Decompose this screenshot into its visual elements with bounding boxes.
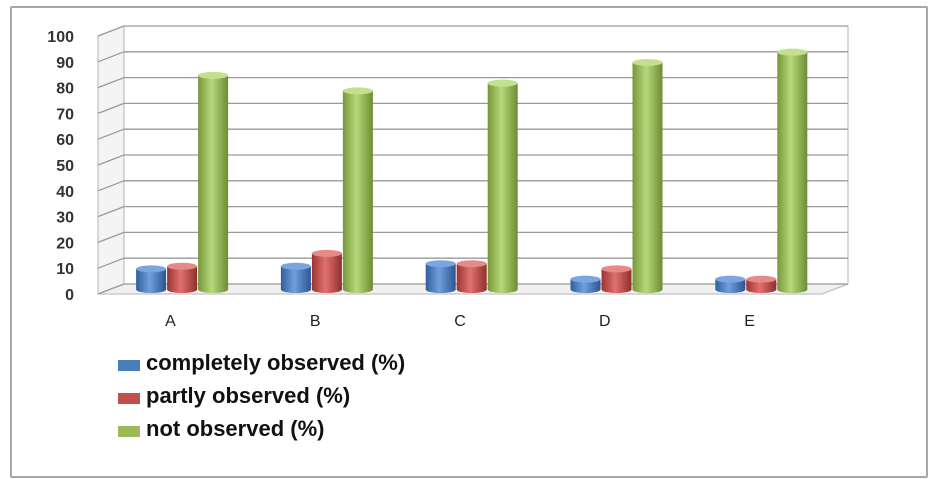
bar [280,262,311,293]
gridline-side [97,283,125,295]
bar [342,87,373,293]
gridline-side [97,25,125,37]
bar-cap [425,260,456,268]
bar-cap [311,249,342,257]
x-tick-label: E [744,313,755,330]
bar-body [198,75,229,293]
y-tick-label: 10 [56,261,74,278]
x-tick-label: C [454,313,466,330]
bar-body [487,83,518,293]
bar [601,265,632,293]
bar-body [311,253,342,293]
legend-item-not-observed: not observed (%) [118,412,405,445]
bar [715,275,746,293]
legend: completely observed (%) partly observed … [118,346,405,445]
bar [456,260,487,293]
bar-body [632,62,663,294]
legend-swatch-partly-observed [118,393,140,404]
bar-cap [632,58,663,66]
bar-body [777,52,808,293]
x-tick-label: B [310,313,321,330]
bar [167,262,198,293]
bar-body [136,268,167,293]
y-tick-label: 30 [56,210,74,227]
bar-body [570,279,601,293]
gridline-side [97,180,125,192]
gridline-side [97,51,125,63]
bar-cap [777,48,808,56]
gridline-side [97,76,125,89]
legend-label-partly-observed: partly observed (%) [146,382,351,408]
legend-item-partly-observed: partly observed (%) [118,379,405,412]
bar-cap [342,87,373,95]
y-tick-label: 60 [56,132,74,149]
x-tick-label: D [599,313,611,330]
bar-body [280,266,311,293]
gridline-side [97,205,125,218]
bar-body [746,279,777,293]
gridline-side [97,154,125,166]
gridline-side [97,128,125,140]
y-tick-label: 40 [56,184,74,201]
bar-cap [715,275,746,283]
bar [487,79,518,293]
gridlines [97,25,848,295]
bar-cap [456,260,487,268]
gridline-side [97,231,125,244]
legend-swatch-completely-observed [118,360,140,371]
bar-cap [198,71,229,79]
bar [311,249,342,293]
y-tick-label: 80 [56,81,74,98]
bar [777,48,808,293]
x-tick-label: A [165,313,176,330]
bar [632,58,663,294]
gridline-side [97,102,125,115]
legend-label-completely-observed: completely observed (%) [146,349,406,375]
y-tick-label: 0 [65,287,74,304]
bar-body [456,263,487,293]
bar [198,71,229,293]
bar [425,260,456,293]
bar-cap [570,275,601,283]
legend-item-completely-observed: completely observed (%) [118,346,405,379]
y-tick-label: 100 [47,29,74,46]
bar-cap [167,262,198,270]
legend-swatch-not-observed [118,426,140,437]
y-tick-label: 70 [56,106,74,123]
bar-cap [746,275,777,283]
bar-body [715,279,746,293]
bar [746,275,777,293]
y-tick-label: 20 [56,235,74,252]
bar-cap [280,262,311,270]
bar-cap [487,79,518,87]
legend-label-not-observed: not observed (%) [146,415,325,441]
bar [570,275,601,293]
bars [136,48,808,294]
bar-body [167,266,198,293]
y-tick-label: 50 [56,158,74,175]
bar-body [601,268,632,293]
bar-cap [136,265,167,273]
y-tick-label: 90 [56,55,74,72]
x-axis-ticks: A B C D E [165,313,755,330]
bar-body [425,263,456,293]
bar-body [342,90,373,293]
gridline-side [97,257,125,269]
bar-cap [601,265,632,273]
bar [136,265,167,293]
